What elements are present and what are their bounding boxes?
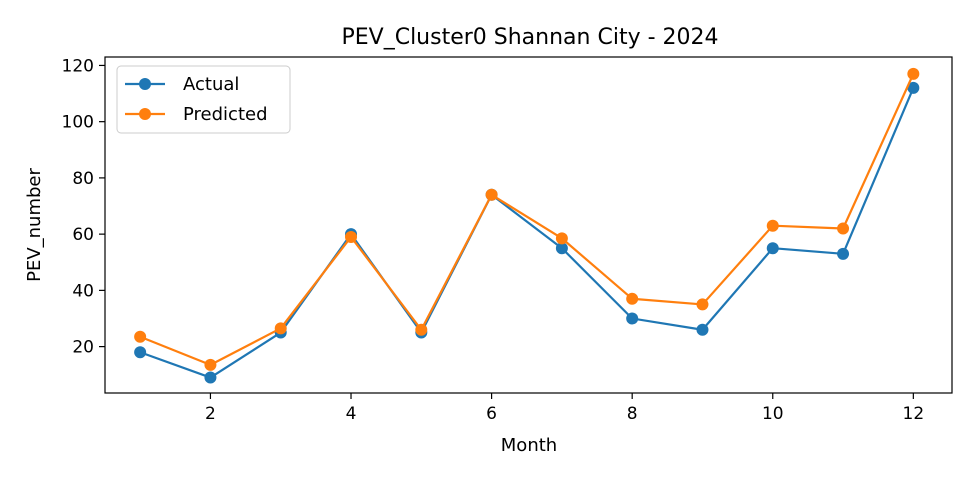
data-point-predicted [415, 323, 428, 336]
y-tick-label: 100 [62, 113, 94, 133]
plot-frame [104, 56, 953, 394]
x-tick-label: 2 [205, 404, 216, 424]
legend-swatch-predicted-marker [139, 108, 151, 120]
data-point-predicted [766, 219, 779, 232]
y-axis-label: PEV_number [24, 168, 45, 282]
legend-label-predicted: Predicted [183, 104, 268, 125]
data-point-predicted [274, 322, 287, 335]
x-tick-label: 4 [346, 404, 357, 424]
x-tick-label: 8 [627, 404, 638, 424]
data-point-predicted [134, 330, 147, 343]
x-axis-label: Month [501, 435, 557, 456]
data-point-predicted [626, 292, 639, 305]
data-point-predicted [837, 222, 850, 235]
data-point-actual [837, 247, 850, 260]
x-tick-label: 12 [903, 404, 925, 424]
x-tick-label: 10 [762, 404, 784, 424]
data-point-actual [555, 242, 568, 255]
y-tick-label: 40 [72, 281, 94, 301]
chart-title: PEV_Cluster0 Shannan City - 2024 [341, 25, 718, 50]
legend-label-actual: Actual [183, 74, 239, 95]
data-point-predicted [485, 188, 498, 201]
data-point-actual [204, 371, 217, 384]
data-point-actual [696, 323, 709, 336]
data-point-actual [626, 312, 639, 325]
series-line-actual [139, 87, 915, 379]
legend-box [116, 65, 291, 134]
legend-swatch-actual-marker [139, 78, 151, 90]
data-point-actual [907, 81, 920, 94]
y-tick-label: 20 [72, 338, 94, 358]
legend: Actual Predicted [116, 65, 291, 134]
data-point-predicted [907, 67, 920, 80]
ticks-layer: 2 4 6 8 10 12 20 40 60 80 100 120 [62, 56, 925, 424]
y-tick-label: 120 [62, 56, 94, 76]
data-point-predicted [204, 358, 217, 371]
data-point-actual [134, 346, 147, 359]
y-tick-label: 80 [72, 169, 94, 189]
series-line-predicted [139, 73, 915, 366]
data-point-actual [766, 242, 779, 255]
x-tick-label: 6 [486, 404, 497, 424]
series-layer [134, 67, 920, 384]
data-point-predicted [696, 298, 709, 311]
data-point-predicted [555, 232, 568, 245]
y-tick-label: 60 [72, 225, 94, 245]
data-point-predicted [345, 230, 358, 243]
